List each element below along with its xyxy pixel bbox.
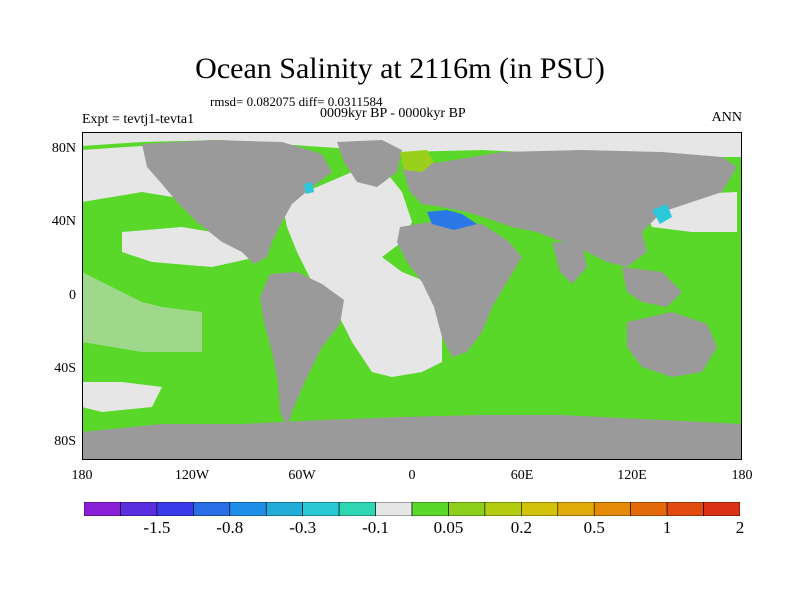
japan-sea-anomaly [652, 204, 672, 224]
africa-land [397, 220, 522, 357]
colorbar-cell [120, 502, 158, 516]
maritime-continent-land [622, 267, 682, 307]
lat-tick: 0 [69, 288, 76, 303]
colorbar-label: 0.5 [583, 518, 605, 537]
colorbar-cell [630, 502, 668, 516]
colorbar-cell [302, 502, 340, 516]
lon-tick: 60W [288, 468, 316, 483]
lat-tick: 80N [51, 141, 76, 156]
lon-tick: 60E [510, 468, 534, 483]
colorbar-label: 0.2 [510, 518, 532, 537]
colorbar-cell [448, 502, 486, 516]
colorbar-label: 2 [735, 518, 745, 537]
colorbar [84, 502, 740, 516]
season-label: ANN [711, 110, 742, 125]
lon-tick: 120W [174, 468, 210, 483]
map-title: Ocean Salinity at 2116m (in PSU) [195, 52, 605, 85]
colorbar-cell [265, 502, 303, 516]
greenland-land [337, 140, 402, 187]
lat-tick: 40N [51, 214, 76, 229]
colorbar-label: 1 [662, 518, 672, 537]
colorbar-cell [521, 502, 559, 516]
lon-tick: 0 [408, 468, 416, 483]
lon-tick: 180 [731, 468, 753, 483]
labrador-anomaly [304, 182, 314, 194]
australia-land [627, 312, 717, 377]
time-range-subtitle: 0009kyr BP - 0000kyr BP [320, 106, 466, 121]
colorbar-cell [484, 502, 522, 516]
mediterranean-anomaly [427, 210, 477, 230]
map-canvas [82, 132, 742, 460]
pacific-mix-patch [82, 272, 202, 352]
colorbar-cell [193, 502, 231, 516]
north-america-land [142, 140, 332, 264]
atlantic-gray [282, 167, 442, 377]
south-america-land [260, 272, 344, 427]
colorbar-cell [703, 502, 740, 516]
colorbar-cell [338, 502, 376, 516]
lon-tick: 180 [71, 468, 93, 483]
colorbar-cell [593, 502, 631, 516]
salinity-map [82, 132, 742, 460]
colorbar-label: -1.5 [143, 518, 171, 537]
rmsd-stats: rmsd= 0.082075 diff= 0.0311584 [210, 94, 383, 109]
colorbar-cell [557, 502, 595, 516]
colorbar-cell [84, 502, 121, 516]
lat-tick: 40S [54, 361, 76, 376]
colorbar-cell [375, 502, 413, 516]
colorbar-cell [156, 502, 194, 516]
colorbar-cell [411, 502, 449, 516]
colorbar-label: -0.1 [362, 518, 389, 537]
lon-tick: 120E [617, 468, 647, 483]
nordic-seas-anomaly [400, 150, 434, 172]
eurasia-land [402, 150, 737, 267]
antarctica-land [82, 415, 742, 460]
southern-gray-patch [82, 382, 162, 412]
colorbar-label: 0.05 [433, 518, 464, 537]
india-land [552, 242, 587, 284]
colorbar-label: -0.3 [289, 518, 317, 537]
colorbar-cell [229, 502, 267, 516]
lat-tick: 80S [54, 434, 76, 449]
colorbar-cell [666, 502, 704, 516]
map-frame [82, 132, 742, 460]
colorbar-label: -0.8 [216, 518, 244, 537]
experiment-label: Expt = tevtj1-tevta1 [82, 112, 195, 127]
